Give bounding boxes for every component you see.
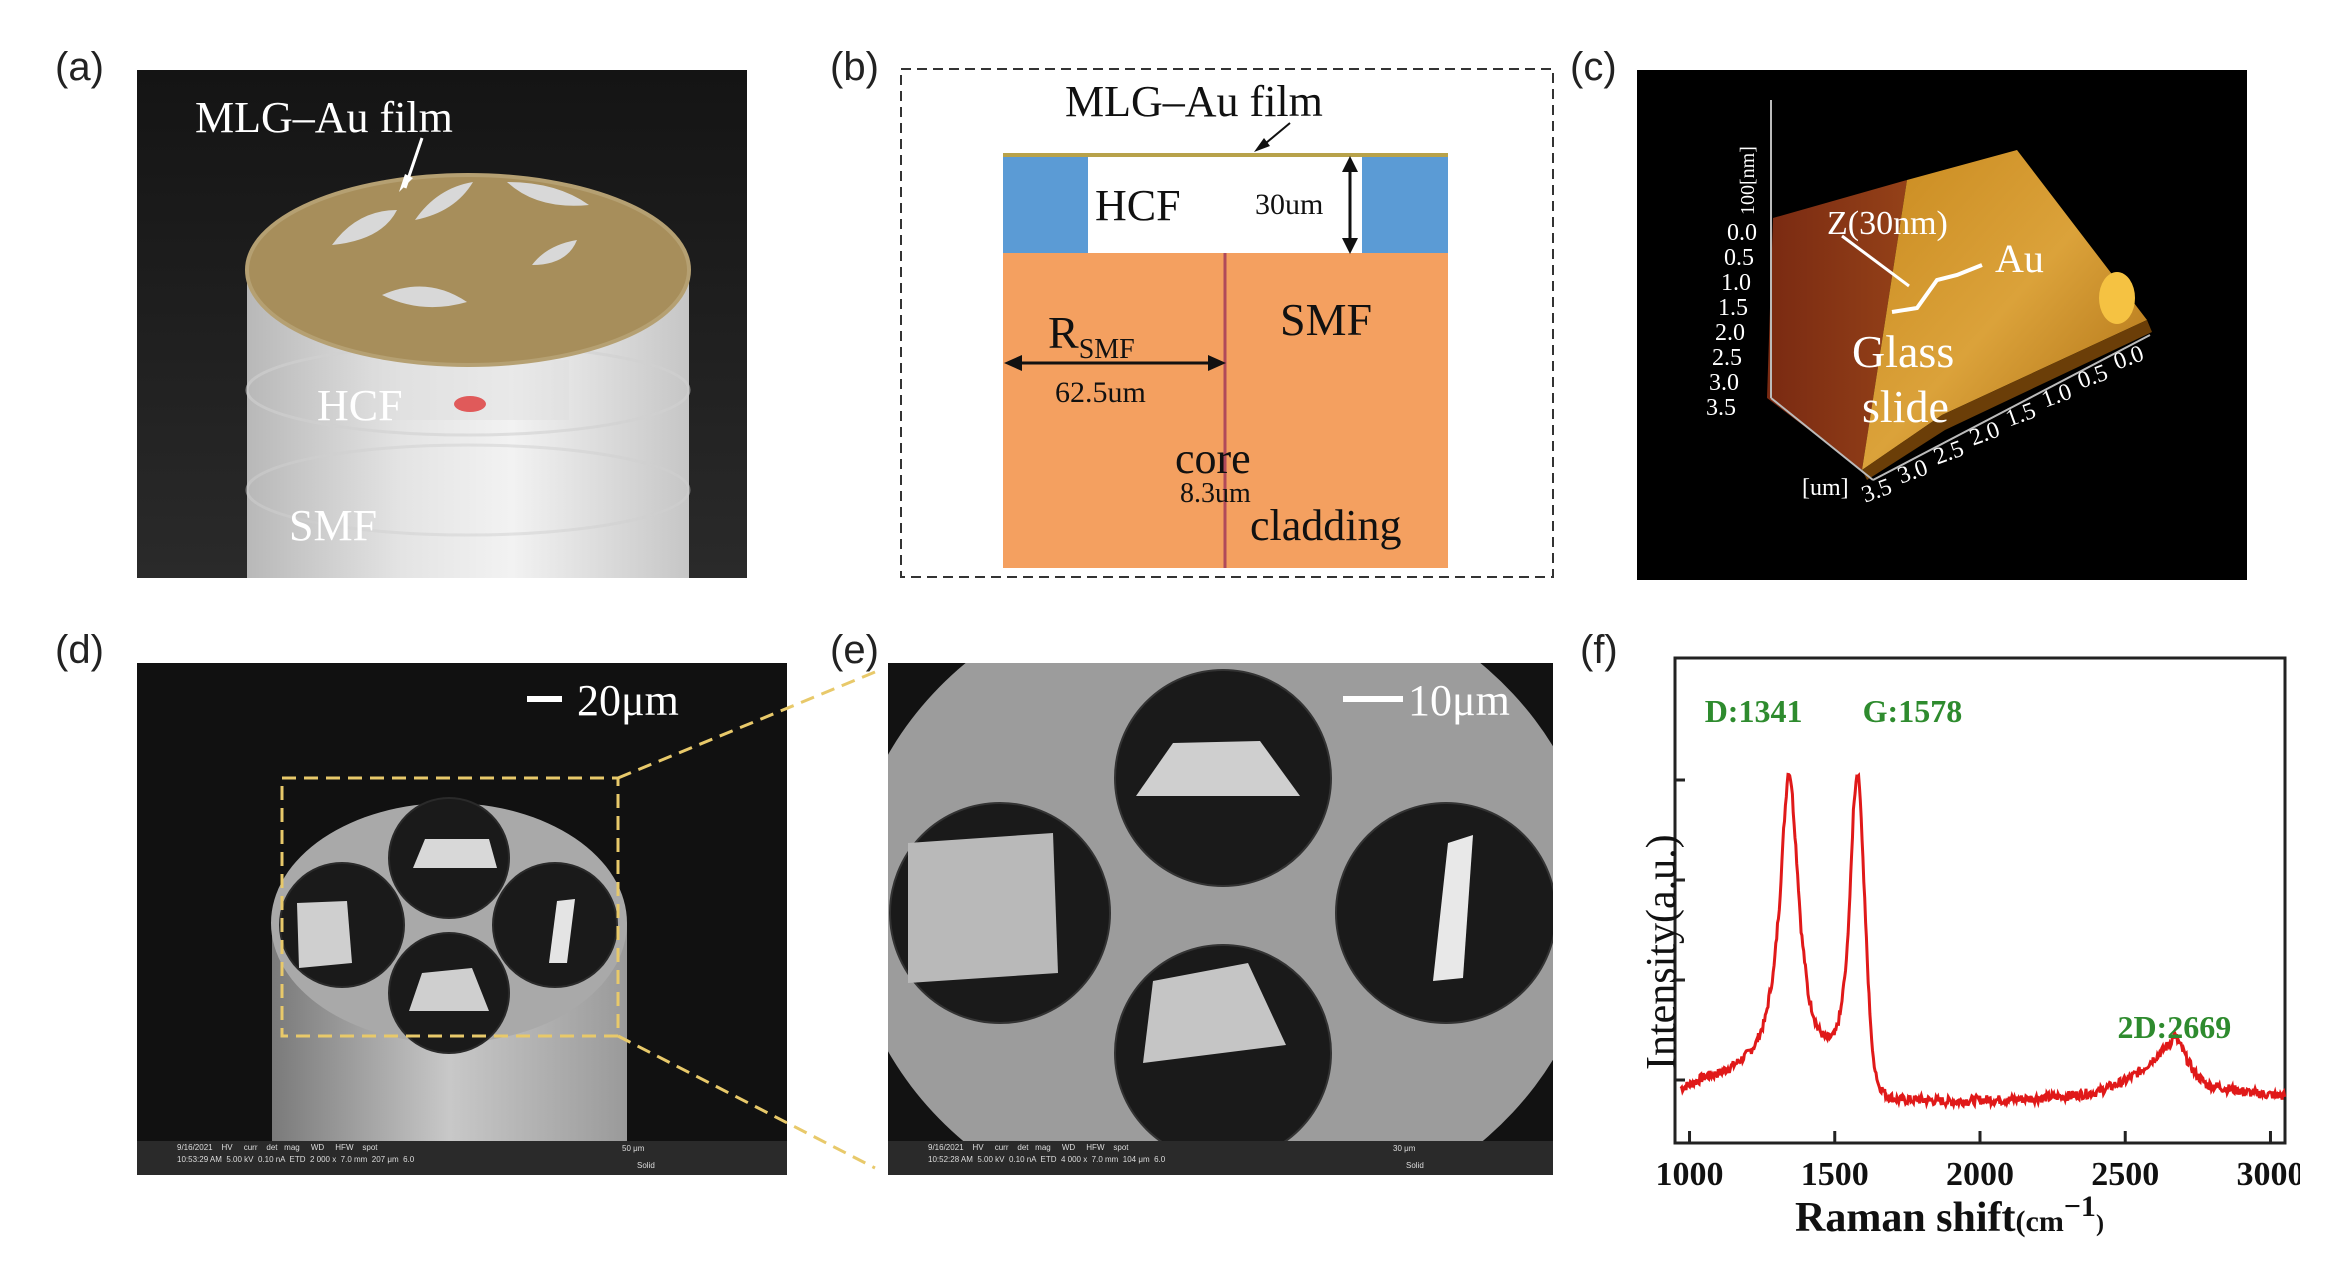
y-axis-label: Intensity(a.u.): [1639, 834, 1685, 1070]
scale-bar-label: 20μm: [577, 676, 679, 725]
slide-label: slide: [1862, 381, 1949, 432]
z-label: Z(30nm): [1827, 205, 1948, 242]
zoom-box: [280, 776, 620, 1038]
sem-info-row1: 9/16/2021 HV curr det mag WD HFW spot: [177, 1143, 378, 1152]
mlg-au-film-layer: [1003, 153, 1448, 157]
panel-label-f: (f): [1580, 628, 1618, 672]
peak-annotation: G:1578: [1863, 693, 1963, 729]
left-axis-tick: 0.5: [1724, 245, 1754, 271]
radius-value: 62.5um: [1055, 376, 1146, 409]
x-axis-label-unit: (cm: [2015, 1205, 2064, 1238]
raman-spectrum-line: [1679, 772, 2287, 1111]
x-axis-label-main: Raman shift: [1795, 1195, 2016, 1241]
sem-info-bar: [888, 1141, 1553, 1175]
sem-bar-text: 30 μm: [1393, 1144, 1416, 1153]
cladding-label: cladding: [1250, 501, 1402, 550]
smf-label: SMF: [1280, 294, 1373, 345]
hcf-cladding-left: [1003, 153, 1088, 253]
core-size-label: 8.3um: [1180, 478, 1251, 509]
x-axis-label: Raman shift(cm−1): [1795, 1190, 2104, 1242]
radius-sub: SMF: [1078, 334, 1135, 366]
left-axis-tick: 1.5: [1718, 295, 1748, 321]
smf-label: SMF: [289, 501, 378, 550]
panel-e-sem-zoom: 10μm 9/16/2021 HV curr det mag WD HFW sp…: [888, 663, 1553, 1175]
au-film-surface: [1862, 150, 2147, 470]
left-axis-tick: 0.0: [1727, 220, 1757, 246]
sem-bar-sub: Solid: [1406, 1161, 1424, 1170]
panel-label-c: (c): [1570, 45, 1617, 89]
au-particle: [2099, 272, 2135, 324]
radius-main: R: [1048, 307, 1079, 358]
plot-frame: [1673, 656, 2287, 1145]
x-tick-label: 1000: [1656, 1156, 1724, 1193]
sem-info-row1: 9/16/2021 HV curr det mag WD HFW spot: [928, 1143, 1129, 1152]
panel-b-schematic: MLG–Au film HCF 30um RSMF 62.5um SMF cor…: [900, 68, 1554, 578]
film-label: MLG–Au film: [195, 93, 453, 142]
hcf-hole: [532, 240, 577, 265]
panel-f-raman-chart: D:1341 G:1578 2D:2669 1000 1500 2000 2500 3000…: [1600, 640, 2300, 1260]
thickness-label: 30um: [1255, 188, 1324, 221]
hcf-hole: [382, 286, 467, 308]
film-label: MLG–Au film: [1065, 77, 1323, 126]
x-tick-label: 1500: [1801, 1156, 1869, 1193]
raman-chart-svg: D:1341 G:1578 2D:2669 1000 1500 2000 2500 3000: [1656, 656, 2300, 1193]
panel-label-b: (b): [830, 45, 879, 89]
x-tick-label: 2500: [2091, 1156, 2159, 1193]
sem-info-row2: 10:52:28 AM 5.00 kV 0.10 nA ETD 4 000 x …: [928, 1155, 1166, 1164]
hcf-hole: [507, 182, 589, 206]
hcf-label: HCF: [1095, 181, 1181, 230]
panel-label-d: (d): [55, 628, 104, 672]
peak-annotation: 2D:2669: [2117, 1009, 2231, 1045]
hcf-label: HCF: [317, 381, 403, 430]
radius-symbol: RSMF: [1048, 306, 1135, 366]
axis-unit: [um]: [1802, 475, 1849, 501]
left-axis-tick: 2.5: [1712, 345, 1742, 371]
glass-slide-surface: [1767, 180, 1907, 470]
hcf-hole: [415, 182, 473, 220]
glass-label: Glass: [1852, 326, 1955, 377]
au-label: Au: [1995, 236, 2044, 281]
scale-bar-label: 10μm: [1408, 676, 1510, 725]
sem-bar-text: 50 μm: [622, 1144, 645, 1153]
panel-label-e: (e): [830, 628, 879, 672]
fiber-core-spot: [454, 396, 486, 412]
core-label: core: [1175, 434, 1251, 483]
panel-label-a: (a): [55, 45, 104, 89]
panel-a-fiber-illustration: MLG–Au film HCF SMF: [137, 70, 747, 578]
left-axis-tick: 1.0: [1721, 270, 1751, 296]
left-axis-tick: 2.0: [1715, 320, 1745, 346]
left-axis-tick: 3.5: [1706, 395, 1736, 421]
fiber-end-face: [888, 663, 1553, 1175]
panel-c-afm-image: 100[nm] Z(30nm) Au Glass slide 0.0 0.5 1.0…: [1637, 70, 2247, 580]
x-tick-label: 2000: [1946, 1156, 2014, 1193]
x-tick-label: 3000: [2236, 1156, 2300, 1193]
x-axis-label-end: ): [2095, 1211, 2104, 1237]
hcf-hole: [332, 210, 397, 245]
panel-d-sem-image: 20μm 9/16/2021 HV curr det mag WD HFW sp…: [137, 663, 787, 1175]
sem-info-bar: [137, 1141, 787, 1175]
peak-annotation: D:1341: [1705, 693, 1803, 729]
sem-bar-sub: Solid: [637, 1161, 655, 1170]
hcf-cladding-right: [1362, 153, 1448, 253]
sem-info-row2: 10:53:29 AM 5.00 kV 0.10 nA ETD 2 000 x …: [177, 1155, 415, 1164]
left-axis-tick: 3.0: [1709, 370, 1739, 396]
x-axis-label-exp: −1: [2063, 1190, 2096, 1223]
